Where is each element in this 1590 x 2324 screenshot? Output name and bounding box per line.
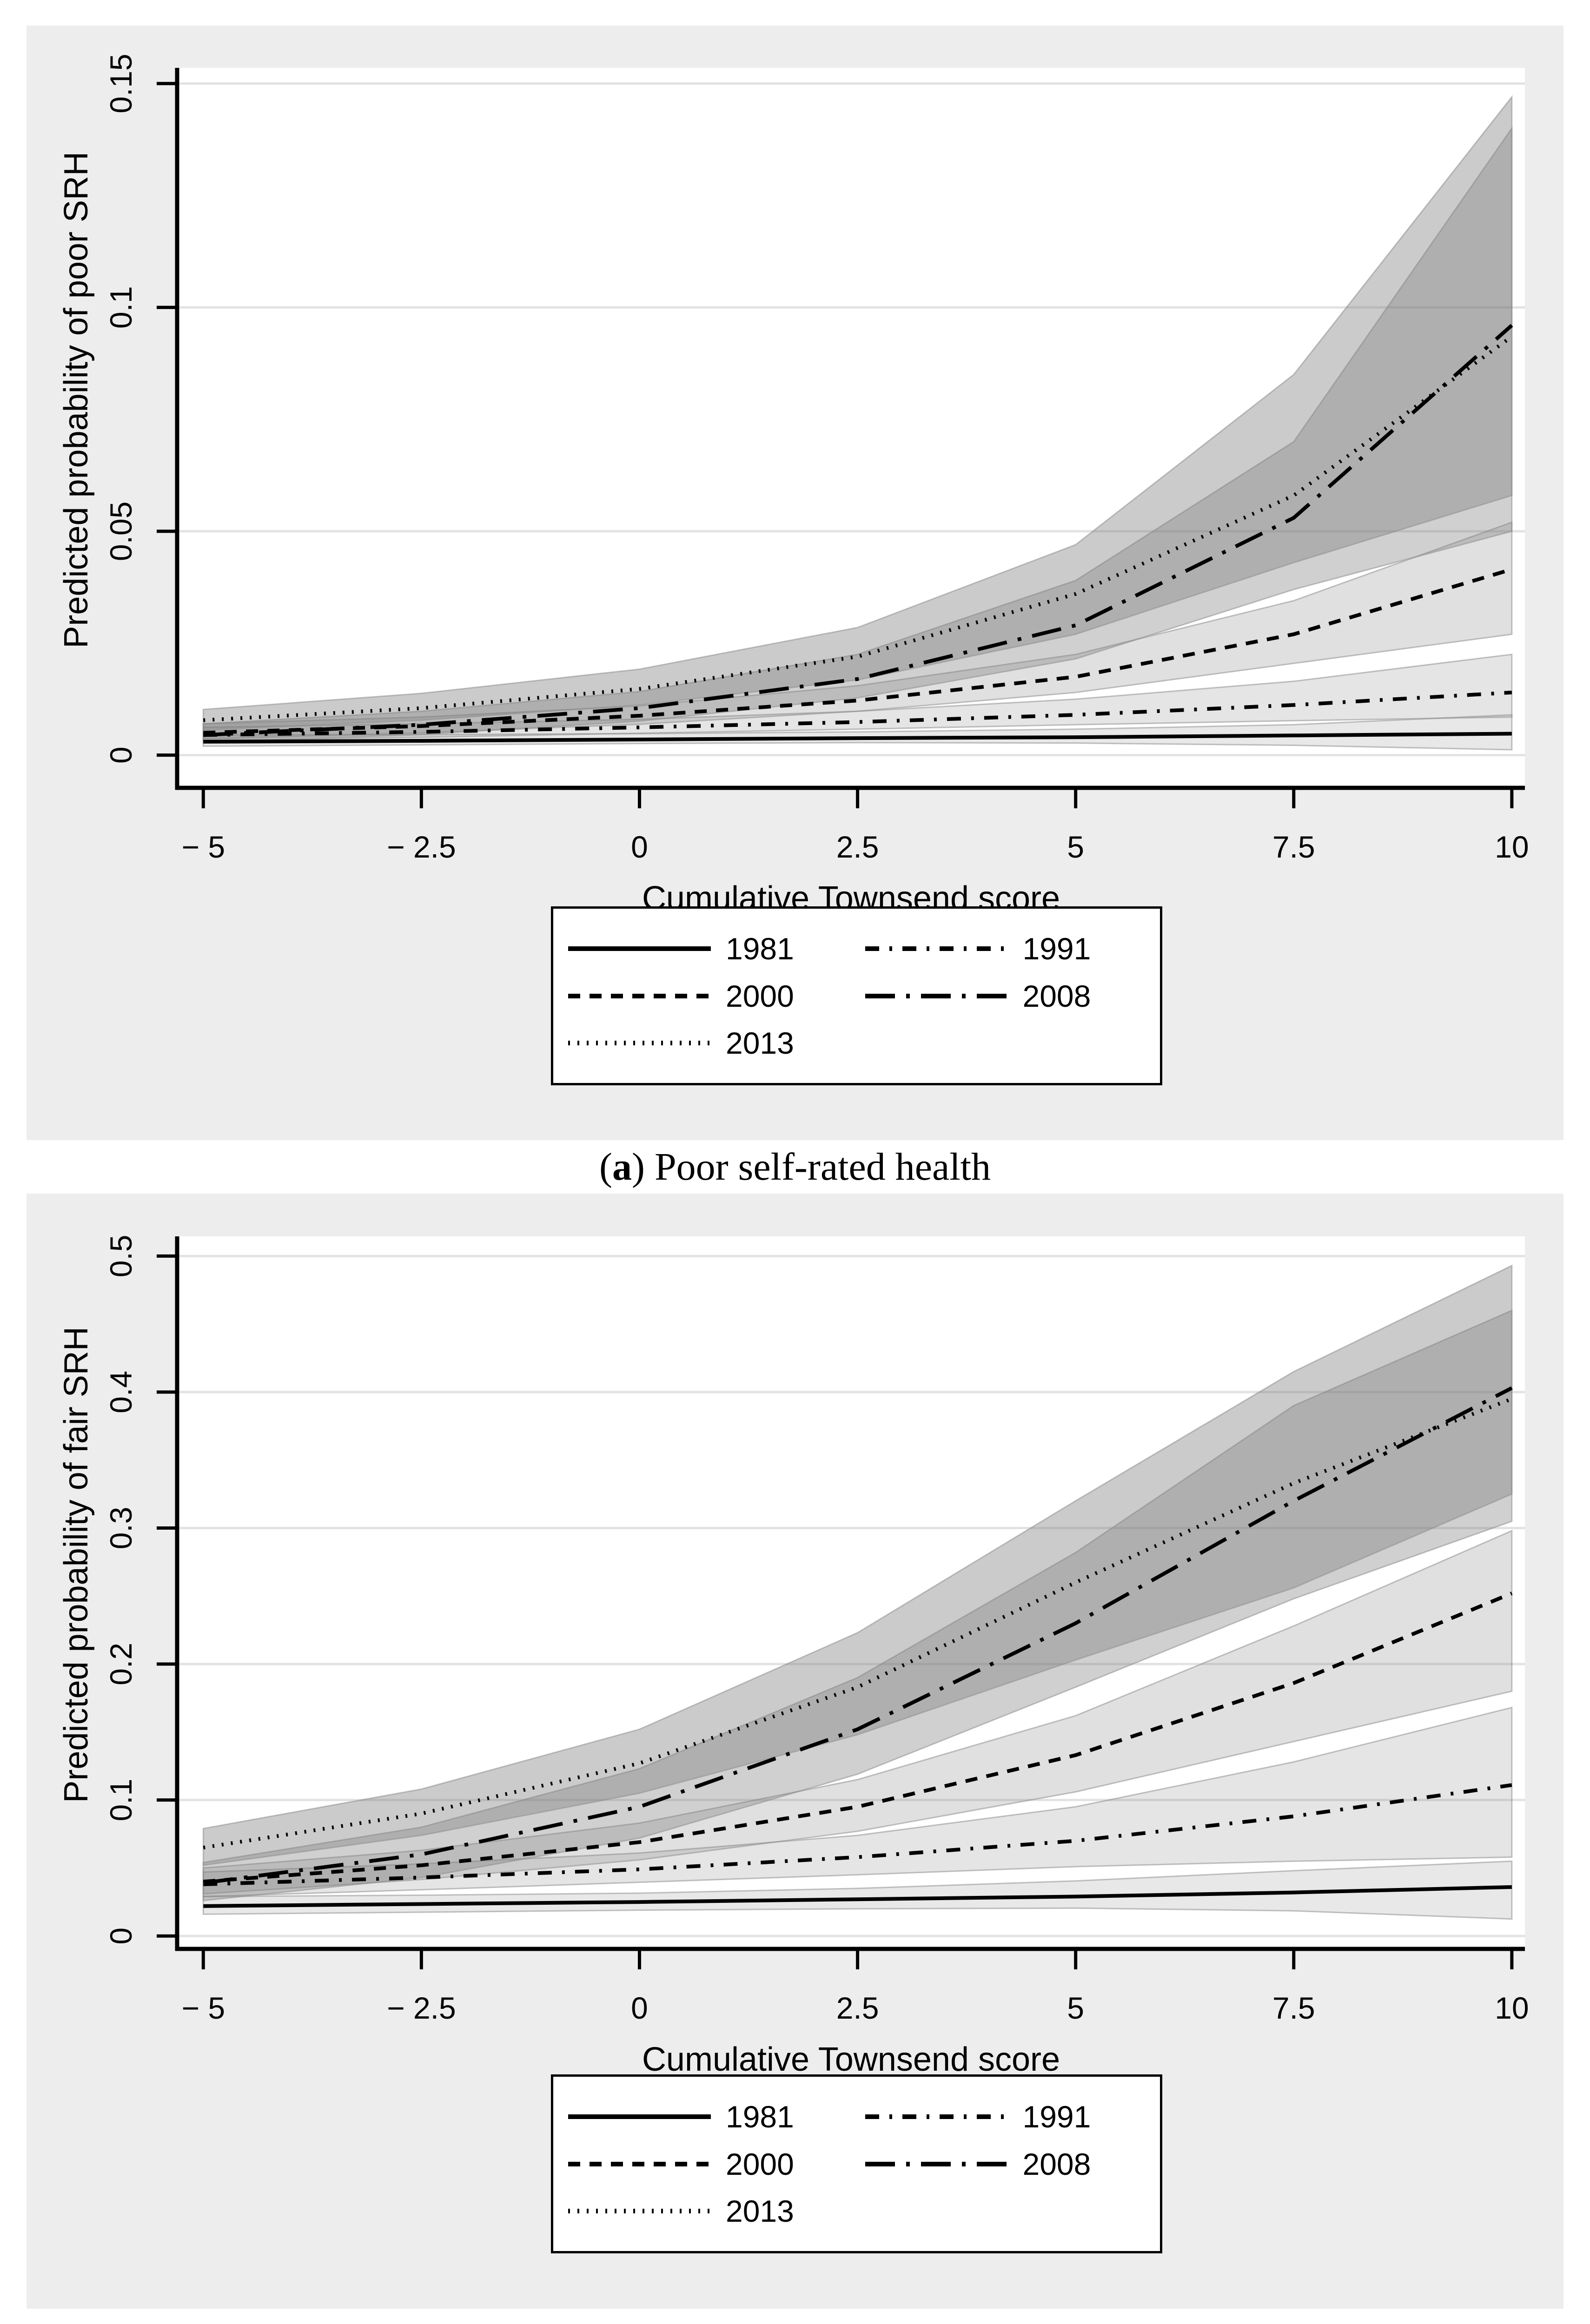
series-line-2008 bbox=[203, 1386, 1513, 1885]
legend-line-sample-dash-dot bbox=[865, 2114, 1008, 2119]
x-tick-label: − 2.5 bbox=[387, 1991, 456, 2025]
legend-label: 2000 bbox=[726, 2146, 794, 2181]
legend-item-1991: 1991 bbox=[863, 2101, 1160, 2132]
caption-a-text: (a) Poor self-rated health bbox=[599, 1145, 991, 1188]
legend-line-sample-dash-dot bbox=[865, 946, 1008, 951]
x-tick-label: 2.5 bbox=[836, 830, 879, 864]
chart-panel-fair-srh: 0 0.1 0.2 0.3 0.4 0.5 − 5 − 2.5 0 2.5 5 7.5 10 Cumula… bbox=[26, 1194, 1564, 2309]
x-tick-label: 2.5 bbox=[836, 1991, 879, 2025]
caption-panel-b: (b) Fair self-rated health bbox=[0, 2309, 1590, 2324]
series-line-2000 bbox=[203, 1591, 1513, 1884]
legend-label: 1991 bbox=[1022, 931, 1091, 966]
legend-box: 1981 1991 2000 2008 2013 bbox=[551, 906, 1162, 1085]
x-tick-label: − 5 bbox=[181, 830, 225, 864]
legend-line-sample-dotted bbox=[568, 1040, 711, 1045]
ci-band-2013 bbox=[202, 95, 1513, 731]
legend-item-2000: 2000 bbox=[566, 2149, 863, 2179]
ci-band-2000 bbox=[202, 1530, 1513, 1895]
series-line-2000 bbox=[203, 568, 1512, 735]
caption-b-text: (b) Fair self-rated health bbox=[603, 2322, 986, 2324]
legend-line-sample-dashed bbox=[568, 2161, 711, 2166]
y-tick-label: 0 bbox=[104, 1928, 138, 1945]
ci-band-1991 bbox=[202, 1706, 1513, 1897]
legend-label: 1991 bbox=[1022, 2100, 1091, 2134]
legend-label: 2013 bbox=[726, 2193, 794, 2228]
legend-item-2013: 2013 bbox=[566, 2196, 863, 2226]
legend-label: 2008 bbox=[1022, 2146, 1091, 2181]
series-line-1991 bbox=[203, 690, 1512, 737]
caption-panel-a: (a) Poor self-rated health bbox=[0, 1140, 1590, 1194]
x-tick-label: 10 bbox=[1495, 830, 1529, 864]
legend-line-sample-dotted bbox=[568, 2208, 711, 2213]
legend-item-1991: 1991 bbox=[863, 933, 1160, 964]
x-tick-label: 0 bbox=[631, 1991, 648, 2025]
legend-box: 1981 1991 2000 2008 2013 bbox=[551, 2074, 1162, 2253]
legend-label: 2000 bbox=[726, 978, 794, 1013]
y-tick-label: 0.3 bbox=[104, 1507, 138, 1550]
x-tick-label: 7.5 bbox=[1272, 830, 1315, 864]
legend-item-1981: 1981 bbox=[566, 2101, 863, 2132]
plot-area bbox=[177, 68, 1525, 788]
legend-line-sample-long-dash-dot bbox=[865, 993, 1008, 998]
y-tick-label: 0.5 bbox=[104, 1235, 138, 1278]
ci-band-2013 bbox=[202, 1264, 1513, 1866]
x-tick-label: − 5 bbox=[181, 1991, 225, 2025]
x-tick-label: 5 bbox=[1067, 830, 1084, 864]
legend-line-sample-solid bbox=[568, 2114, 711, 2119]
series-line-1981 bbox=[203, 732, 1512, 744]
x-tick-label: 0 bbox=[631, 830, 648, 864]
x-tick-label: 10 bbox=[1495, 1991, 1529, 2025]
legend-item-2000: 2000 bbox=[566, 981, 863, 1011]
legend-item-1981: 1981 bbox=[566, 933, 863, 964]
x-tick-label: − 2.5 bbox=[387, 830, 456, 864]
series-line-2008 bbox=[203, 324, 1513, 737]
chart-panel-poor-srh: 0 0.05 0.1 0.15− 5− 2.5 0 2.5 5 7.5 10 Cumulative… bbox=[26, 26, 1564, 1140]
line-chart-poor-srh: 00.050.10.15− 5− 2.5 0 2.5 5 7.5 10Cumulative… bbox=[58, 53, 1529, 917]
y-tick-label: 0.15 bbox=[104, 53, 138, 113]
legend-item-2013: 2013 bbox=[566, 1028, 863, 1058]
legend-label: 1981 bbox=[726, 2100, 794, 2134]
x-tick-label: 5 bbox=[1067, 1991, 1084, 2025]
legend-label: 2013 bbox=[726, 1025, 794, 1060]
y-tick-label: 0.4 bbox=[104, 1371, 138, 1413]
y-axis-title: Predicted probability of fair SRH bbox=[58, 1327, 95, 1802]
y-tick-label: 0.05 bbox=[104, 502, 138, 561]
y-tick-label: 0 bbox=[104, 746, 138, 764]
ci-band-2008 bbox=[202, 126, 1513, 744]
legend-item-2008: 2008 bbox=[863, 2149, 1160, 2179]
line-chart-fair-srh: 0 0.1 0.2 0.3 0.4 0.5 − 5 − 2.5 0 2.5 5 7.5 10 Cumula… bbox=[58, 1235, 1529, 2078]
y-tick-label: 0.2 bbox=[104, 1643, 138, 1685]
y-axis-title: Predicted probability of poor SRH bbox=[58, 152, 95, 648]
series-line-1981 bbox=[203, 1885, 1512, 1908]
legend-line-sample-long-dash-dot bbox=[865, 2161, 1008, 2166]
legend-label: 2008 bbox=[1022, 978, 1091, 1013]
ci-band-1991 bbox=[202, 654, 1513, 742]
legend-line-sample-dashed bbox=[568, 993, 711, 998]
y-tick-label: 0.1 bbox=[104, 286, 138, 329]
x-axis-title: Cumulative Townsend score bbox=[642, 2041, 1060, 2078]
legend-line-sample-solid bbox=[568, 946, 711, 951]
y-tick-label: 0.1 bbox=[104, 1779, 138, 1822]
x-tick-label: 7.5 bbox=[1272, 1991, 1315, 2025]
legend-item-2008: 2008 bbox=[863, 981, 1160, 1011]
legend-label: 1981 bbox=[726, 931, 794, 966]
